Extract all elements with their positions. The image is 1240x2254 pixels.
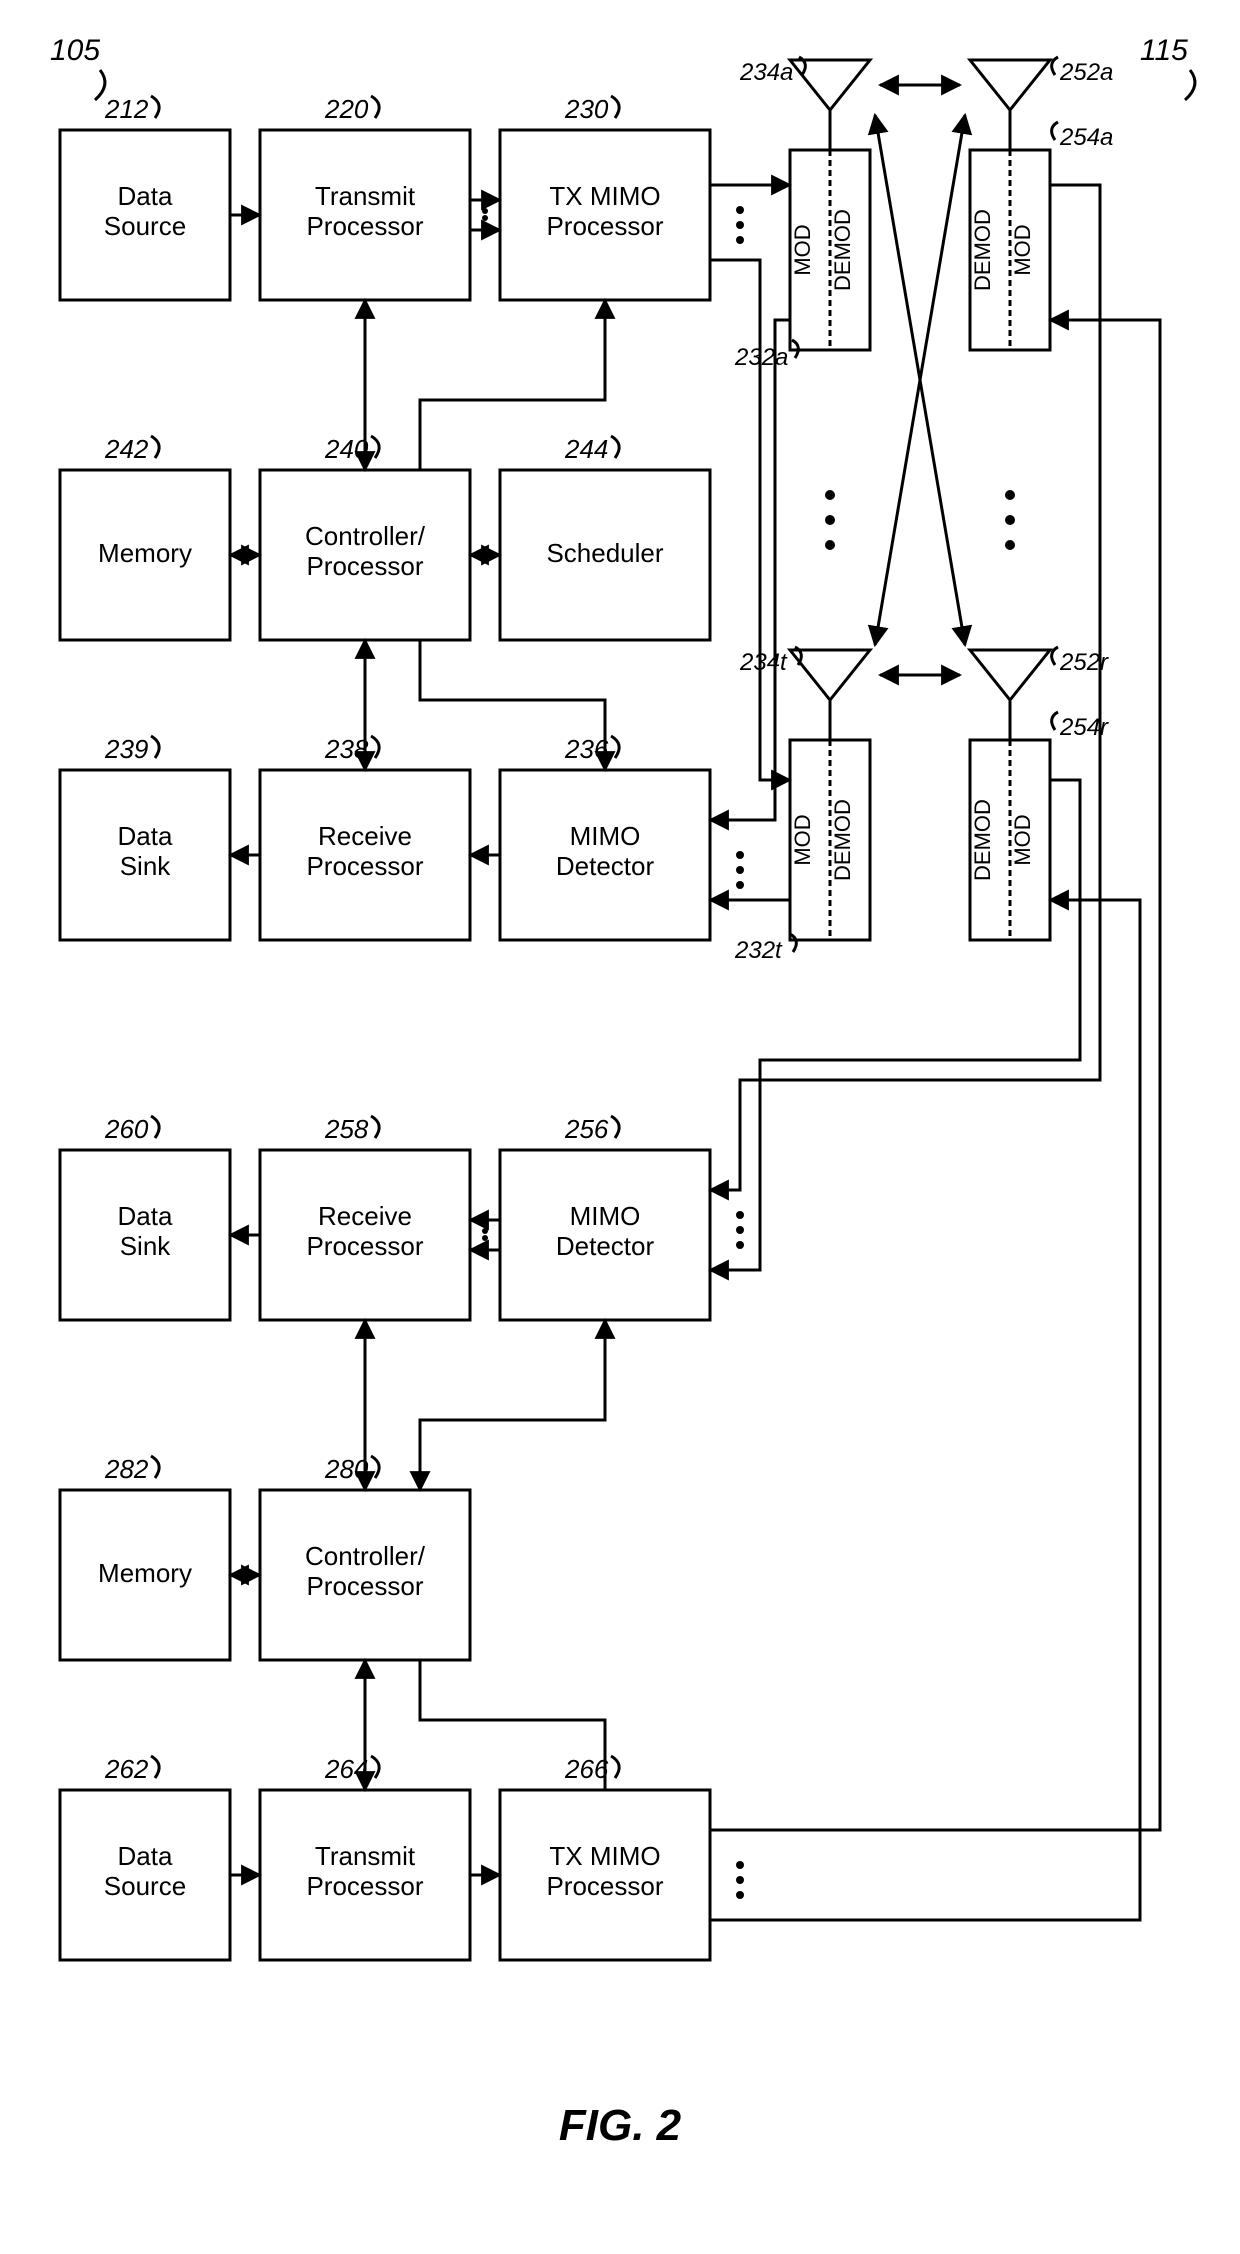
svg-text:MOD: MOD — [1010, 224, 1035, 275]
svg-text:280: 280 — [324, 1454, 369, 1484]
bs-mod-t: MOD DEMOD 232t — [734, 740, 870, 964]
svg-text:264: 264 — [324, 1754, 368, 1784]
svg-text:220: 220 — [324, 94, 369, 124]
svg-text:Processor: Processor — [546, 211, 663, 241]
svg-text:DEMOD: DEMOD — [970, 799, 995, 881]
svg-text:238: 238 — [324, 734, 369, 764]
svg-text:Scheduler: Scheduler — [546, 538, 663, 568]
svg-text:MIMO: MIMO — [570, 821, 641, 851]
svg-text:242: 242 — [104, 434, 149, 464]
svg-text:TX MIMO: TX MIMO — [549, 181, 660, 211]
svg-text:MOD: MOD — [1010, 814, 1035, 865]
svg-text:252a: 252a — [1059, 59, 1113, 86]
ref-115-arc — [1185, 70, 1195, 100]
svg-text:254r: 254r — [1059, 714, 1109, 741]
svg-text:MOD: MOD — [790, 814, 815, 865]
svg-text:Processor: Processor — [546, 1871, 663, 1901]
svg-text:Detector: Detector — [556, 851, 655, 881]
svg-text:MIMO: MIMO — [570, 1201, 641, 1231]
svg-text:Data: Data — [118, 181, 173, 211]
svg-text:262: 262 — [104, 1754, 149, 1784]
svg-text:254a: 254a — [1059, 124, 1113, 151]
svg-text:239: 239 — [104, 734, 148, 764]
svg-text:232t: 232t — [734, 937, 783, 964]
bs-antenna-a: 234a — [739, 57, 870, 150]
ue-mod-a: DEMOD MOD 254a — [970, 122, 1113, 350]
svg-text:Processor: Processor — [306, 851, 423, 881]
svg-text:DEMOD: DEMOD — [830, 799, 855, 881]
svg-text:230: 230 — [564, 94, 609, 124]
svg-text:244: 244 — [564, 434, 608, 464]
svg-text:DEMOD: DEMOD — [830, 209, 855, 291]
svg-text:Processor: Processor — [306, 1231, 423, 1261]
svg-text:Source: Source — [104, 211, 186, 241]
svg-text:234t: 234t — [739, 649, 788, 676]
ue-mod-r: DEMOD MOD 254r — [970, 712, 1109, 940]
figure-label: FIG. 2 — [559, 2101, 682, 2150]
svg-text:240: 240 — [324, 434, 369, 464]
svg-text:282: 282 — [104, 1454, 149, 1484]
svg-text:Memory: Memory — [98, 538, 192, 568]
ue-mod-dots-icon — [1005, 490, 1015, 550]
svg-text:MOD: MOD — [790, 224, 815, 275]
svg-text:Receive: Receive — [318, 821, 412, 851]
svg-text:234a: 234a — [739, 59, 793, 86]
svg-text:Receive: Receive — [318, 1201, 412, 1231]
svg-text:260: 260 — [104, 1114, 149, 1144]
svg-text:258: 258 — [324, 1114, 369, 1144]
ref-105: 105 — [50, 34, 100, 67]
svg-text:Controller/: Controller/ — [305, 521, 426, 551]
bs-mod-dots-icon — [825, 490, 835, 550]
svg-text:Memory: Memory — [98, 1558, 192, 1588]
svg-text:Data: Data — [118, 1841, 173, 1871]
svg-text:Data: Data — [118, 1201, 173, 1231]
svg-text:212: 212 — [104, 94, 149, 124]
svg-text:Sink: Sink — [120, 1231, 172, 1261]
svg-text:DEMOD: DEMOD — [970, 209, 995, 291]
svg-text:266: 266 — [564, 1754, 609, 1784]
svg-text:256: 256 — [564, 1114, 609, 1144]
svg-text:Source: Source — [104, 1871, 186, 1901]
svg-text:Processor: Processor — [306, 1571, 423, 1601]
wireless-links — [875, 85, 965, 675]
svg-text:Processor: Processor — [306, 1871, 423, 1901]
svg-text:252r: 252r — [1059, 649, 1109, 676]
svg-text:Transmit: Transmit — [315, 181, 416, 211]
svg-text:Processor: Processor — [306, 551, 423, 581]
svg-text:236: 236 — [564, 734, 609, 764]
ref-105-arc — [95, 70, 105, 100]
svg-text:Data: Data — [118, 821, 173, 851]
svg-text:Sink: Sink — [120, 851, 172, 881]
svg-text:Processor: Processor — [306, 211, 423, 241]
svg-text:TX MIMO: TX MIMO — [549, 1841, 660, 1871]
diagram-root: 105 Data Source 212 Transmit Processor 2… — [0, 0, 1240, 2254]
svg-text:Controller/: Controller/ — [305, 1541, 426, 1571]
svg-text:Detector: Detector — [556, 1231, 655, 1261]
ref-115: 115 — [1140, 34, 1188, 67]
svg-text:Transmit: Transmit — [315, 1841, 416, 1871]
